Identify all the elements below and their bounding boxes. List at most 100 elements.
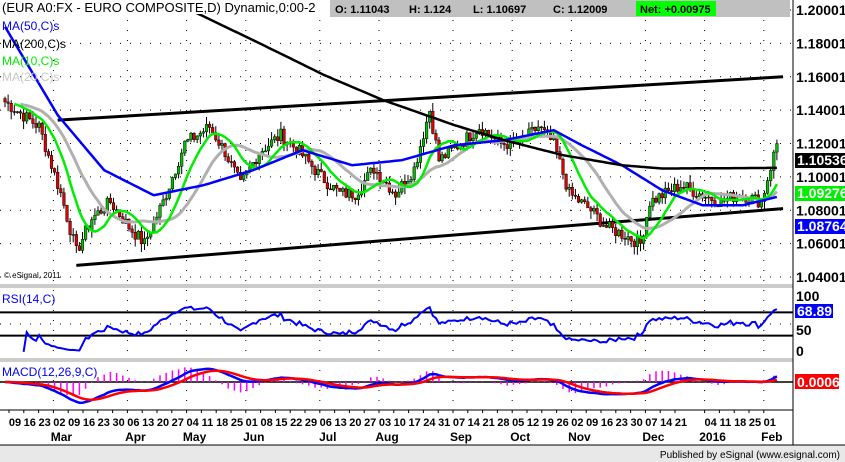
candle-body <box>204 124 209 133</box>
candle-body <box>46 151 50 156</box>
candle-body <box>530 126 534 130</box>
rsi-tick-50: 50 <box>796 322 812 338</box>
candle-body <box>328 188 333 191</box>
candle-body <box>586 201 590 209</box>
candle-body <box>18 111 23 114</box>
candle-body <box>660 193 664 199</box>
candle-body <box>211 127 215 133</box>
candle-body <box>431 111 435 134</box>
candle-body <box>177 165 181 175</box>
x-day-label: 12 <box>527 417 539 429</box>
x-month-label: Apr <box>125 430 146 444</box>
candle-body <box>9 103 13 112</box>
x-day-label: 18 <box>734 417 746 429</box>
candle-body <box>415 162 419 168</box>
candle-body <box>279 128 283 141</box>
candle-body <box>37 122 41 128</box>
y-tick-label: 1.10001 <box>796 169 845 185</box>
candle-body <box>595 208 599 215</box>
candle-body <box>766 180 770 194</box>
candle-body <box>208 124 212 128</box>
candle-body <box>759 201 763 208</box>
y-tick-label: 1.04001 <box>796 269 845 285</box>
candle-body <box>378 171 382 182</box>
x-month-label: Aug <box>375 430 398 444</box>
pane-splitter[interactable] <box>0 284 793 288</box>
x-day-label: 27 <box>172 417 184 429</box>
rsi-pane[interactable] <box>0 305 793 353</box>
candle-body <box>282 128 286 145</box>
candle-body <box>161 199 165 206</box>
rsi-label[interactable]: RSI(14,C) <box>2 292 55 306</box>
rsi-line <box>22 305 778 353</box>
footer-bar <box>0 445 845 462</box>
candle-body <box>53 168 57 173</box>
x-day-label: 16 <box>83 417 95 429</box>
candle-body <box>192 133 196 140</box>
candle-body <box>62 192 66 206</box>
x-day-label: 21 <box>675 417 687 429</box>
candle-body <box>564 174 568 190</box>
footer-text[interactable]: Published by eSignal (www.esignal.com) <box>660 450 840 461</box>
legend-ma50[interactable]: MA(50,C)s <box>2 19 59 33</box>
candle-body <box>387 182 391 193</box>
candle-body <box>589 207 593 212</box>
candle-body <box>80 239 85 251</box>
x-day-label: 09 <box>9 417 21 429</box>
legend-ma10[interactable]: MA(10,C)s <box>2 54 59 68</box>
candle-body <box>217 139 221 146</box>
candle-body <box>263 150 267 153</box>
candle-body <box>580 199 584 203</box>
candle-body <box>304 153 308 157</box>
candle-body <box>617 229 621 236</box>
candle-body <box>384 181 388 184</box>
candle-body <box>614 227 618 236</box>
candle-body <box>322 171 326 184</box>
candle-body <box>239 172 243 180</box>
candle-body <box>607 221 612 228</box>
candle-body <box>28 112 32 120</box>
candle-body <box>235 166 240 173</box>
x-month-label: Sep <box>450 430 472 444</box>
candle-body <box>710 196 714 201</box>
y-tick-label: 1.18001 <box>796 35 845 51</box>
candle-body <box>242 174 246 180</box>
legend-ma20[interactable]: MA(20,C)s <box>2 70 59 84</box>
candle-body <box>468 132 472 141</box>
x-month-label: Nov <box>568 430 591 444</box>
y-tick-label: 1.08001 <box>796 202 845 218</box>
x-day-label: 04 <box>186 417 199 429</box>
x-month-label: Jul <box>319 430 336 444</box>
candle-body <box>347 188 351 198</box>
ohlc-close: C: 1.12009 <box>553 4 607 16</box>
x-day-label: 30 <box>630 417 642 429</box>
x-day-label: 19 <box>542 417 554 429</box>
legend-ma200[interactable]: MA(200,C)s <box>2 37 66 51</box>
candle-body <box>276 136 280 141</box>
candle-body <box>68 221 72 235</box>
x-day-label: 21 <box>482 417 494 429</box>
rsi-value: 68.89 <box>797 303 832 319</box>
candle-body <box>682 187 686 189</box>
macd-value-badge <box>795 374 839 389</box>
x-day-label: 05 <box>512 417 524 429</box>
candle-body <box>604 225 608 228</box>
candle-body <box>620 229 624 239</box>
candle-body <box>679 187 683 192</box>
candle-body <box>666 187 670 191</box>
candle-body <box>136 231 140 240</box>
candle-body <box>139 231 143 245</box>
pane-splitter[interactable] <box>0 358 793 362</box>
x-day-label: 20 <box>349 417 361 429</box>
candle-body <box>397 191 401 198</box>
macd-signal-line <box>5 369 778 401</box>
x-day-label: 29 <box>305 417 317 429</box>
price-pane[interactable] <box>3 0 784 267</box>
candle-body <box>502 142 506 145</box>
macd-label[interactable]: MACD(12,26,9,C) <box>2 365 97 379</box>
macd-pane[interactable] <box>0 367 793 405</box>
candle-body <box>186 139 190 142</box>
ohlc-open: O: 1.11043 <box>335 4 389 16</box>
ma10-value-badge <box>795 186 845 201</box>
